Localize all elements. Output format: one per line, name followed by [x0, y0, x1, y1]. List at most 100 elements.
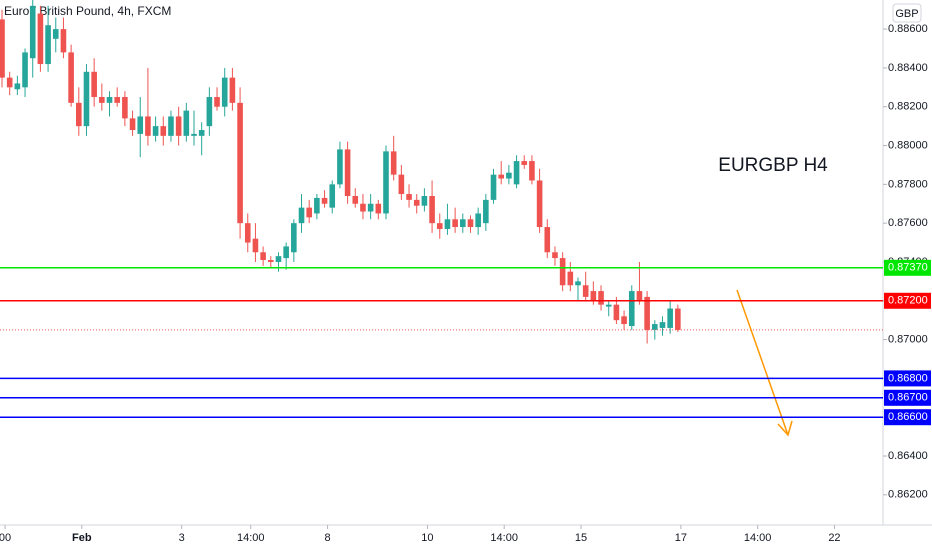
- candle-body: [83, 71, 90, 127]
- candle-body: [221, 77, 228, 107]
- level-label: 0.86800: [888, 372, 928, 384]
- candle-body: [521, 161, 528, 165]
- candle-body: [360, 203, 366, 212]
- candle-body: [129, 118, 136, 131]
- candle-body: [406, 194, 412, 200]
- candle-body: [152, 126, 159, 136]
- x-tick-label: 10: [421, 532, 433, 544]
- candle-body: [659, 322, 666, 328]
- candle-body: [460, 219, 466, 228]
- candle-body: [145, 116, 151, 136]
- y-tick-label: 0.88600: [888, 23, 928, 35]
- level-tag: [884, 370, 931, 387]
- candle-body: [375, 203, 382, 214]
- candle-body: [598, 291, 604, 305]
- candle-body: [283, 246, 289, 259]
- candle-body: [337, 149, 343, 185]
- candle-body: [575, 281, 581, 286]
- candle-body: [99, 97, 105, 103]
- candle-body: [667, 308, 673, 328]
- candle-body: [306, 207, 312, 218]
- y-tick-label: 0.88000: [888, 139, 928, 151]
- candle-body: [68, 52, 74, 103]
- x-tick-label: 22: [828, 532, 840, 544]
- candle-body: [344, 149, 351, 196]
- candle-body: [436, 223, 443, 229]
- y-tick-label: 0.86200: [888, 489, 928, 501]
- candle-body: [160, 126, 167, 136]
- level-label: 0.86600: [888, 411, 928, 423]
- level-label: 0.86700: [888, 392, 928, 404]
- candle-body: [106, 97, 113, 103]
- candle-body: [183, 110, 190, 136]
- y-tick-label: 0.88200: [888, 101, 928, 113]
- candle-body: [37, 13, 44, 65]
- candle-body: [444, 219, 451, 229]
- candle-body: [628, 291, 635, 327]
- candle-body: [252, 238, 259, 253]
- x-tick-label: 14:00: [237, 532, 265, 544]
- candle-body: [475, 213, 481, 228]
- x-tick-label: 00: [0, 532, 11, 544]
- level-tag: [884, 292, 931, 309]
- annotation: EURGBP H4: [718, 155, 828, 176]
- candle-body: [490, 174, 497, 200]
- candle-body: [636, 291, 643, 301]
- y-tick-label: 0.88400: [888, 62, 928, 74]
- candle-body: [206, 97, 213, 127]
- currency-label: GBP: [895, 8, 918, 20]
- candle-body: [298, 207, 305, 224]
- x-tick-label: 14:00: [744, 532, 772, 544]
- chart-title: Euro / British Pound, 4h, FXCM: [4, 4, 171, 18]
- x-tick-label: 14:00: [490, 532, 518, 544]
- candle-body: [91, 71, 97, 98]
- candle-body: [229, 77, 236, 103]
- arrow: [736, 289, 793, 437]
- candle-body: [314, 197, 320, 214]
- candle-body: [559, 258, 566, 286]
- candle-body: [513, 161, 520, 185]
- candle-body: [29, 5, 36, 59]
- candle-body: [536, 180, 543, 228]
- candle-body: [429, 195, 435, 224]
- candle-body: [352, 195, 359, 204]
- candle-body: [421, 195, 428, 206]
- candle-body: [544, 227, 551, 253]
- candle-body: [6, 77, 13, 88]
- candle-body: [60, 29, 67, 53]
- candle-body: [652, 324, 658, 330]
- candle-body: [582, 285, 589, 297]
- candle-body: [621, 316, 627, 325]
- level-label: 0.87370: [888, 262, 928, 274]
- x-tick-label: 17: [675, 532, 687, 544]
- x-tick-label: Feb: [72, 532, 92, 544]
- y-tick-label: 0.87800: [888, 178, 928, 190]
- candle-body: [506, 172, 512, 179]
- candle-body: [45, 25, 51, 65]
- candle-body: [413, 199, 420, 206]
- candle-body: [452, 219, 458, 228]
- candle-body: [590, 291, 597, 301]
- candle-body: [137, 116, 144, 134]
- candle-body: [383, 151, 389, 214]
- x-tick-label: 8: [324, 532, 330, 544]
- candle-body: [498, 174, 504, 179]
- currency-button[interactable]: [892, 3, 922, 23]
- candle-body: [114, 97, 120, 103]
- candle-body: [275, 256, 282, 262]
- candle-body: [552, 252, 558, 259]
- candle-body: [367, 203, 374, 212]
- candle-body: [168, 116, 174, 136]
- candle-body: [214, 97, 220, 107]
- candle-body: [76, 102, 82, 127]
- candle-body: [291, 223, 297, 253]
- candle-body: [191, 133, 197, 136]
- candle-body: [260, 252, 266, 261]
- candle-body: [398, 174, 405, 195]
- candle-body: [529, 161, 535, 181]
- level-label: 0.87200: [888, 295, 928, 307]
- candle-body: [321, 197, 328, 204]
- candle-body: [22, 52, 28, 88]
